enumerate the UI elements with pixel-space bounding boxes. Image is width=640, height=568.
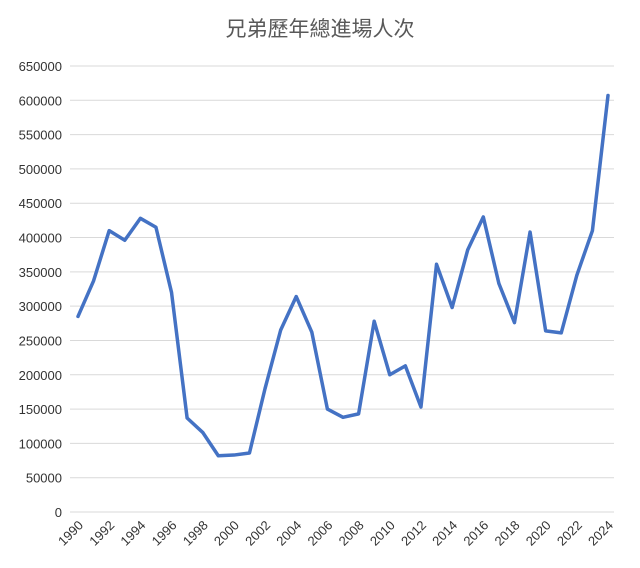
- data-point: [544, 329, 548, 333]
- x-tick-label: 2014: [429, 518, 460, 549]
- data-point: [559, 331, 563, 335]
- data-point: [575, 273, 579, 277]
- series-lines: [76, 93, 610, 458]
- data-point: [590, 229, 594, 233]
- data-point: [388, 373, 392, 377]
- data-point: [341, 415, 345, 419]
- data-point: [450, 306, 454, 310]
- data-point: [247, 451, 251, 455]
- x-tick-label: 2000: [211, 518, 242, 549]
- x-tick-label: 2010: [367, 518, 398, 549]
- y-tick-label: 600000: [19, 93, 62, 108]
- x-tick-label: 2020: [523, 518, 554, 549]
- data-point: [512, 321, 516, 325]
- data-point: [138, 216, 142, 220]
- data-point: [185, 416, 189, 420]
- data-point: [123, 238, 127, 242]
- data-point: [154, 225, 158, 229]
- data-point: [92, 279, 96, 283]
- data-point: [232, 453, 236, 457]
- chart-title: 兄弟歷年總進場人次: [226, 17, 415, 41]
- y-tick-label: 50000: [26, 471, 62, 486]
- x-tick-label: 2024: [585, 518, 616, 549]
- data-point: [481, 215, 485, 219]
- data-point: [216, 454, 220, 458]
- data-point: [466, 248, 470, 252]
- x-tick-label: 1992: [86, 518, 117, 549]
- data-point: [606, 94, 610, 98]
- data-point: [497, 282, 501, 286]
- data-point: [372, 319, 376, 323]
- x-tick-label: 2004: [273, 518, 304, 549]
- y-tick-label: 200000: [19, 368, 62, 383]
- data-point: [528, 230, 532, 234]
- data-point: [76, 314, 80, 318]
- data-point: [263, 386, 267, 390]
- x-tick-label: 2016: [460, 518, 491, 549]
- y-tick-label: 350000: [19, 265, 62, 280]
- x-tick-label: 2002: [242, 518, 273, 549]
- x-tick-label: 2018: [492, 518, 523, 549]
- y-tick-label: 650000: [19, 59, 62, 74]
- x-tick-label: 1996: [149, 518, 180, 549]
- data-point: [294, 295, 298, 299]
- y-tick-label: 150000: [19, 402, 62, 417]
- x-tick-label: 2022: [554, 518, 585, 549]
- data-point: [279, 328, 283, 332]
- x-tick-label: 1990: [55, 518, 86, 549]
- x-tick-label: 1998: [180, 518, 211, 549]
- data-point: [419, 405, 423, 409]
- y-axis-tick-labels: 0 50000 100000 150000 200000 250000 300000 3500…: [19, 59, 62, 520]
- x-tick-label: 2012: [398, 518, 429, 549]
- series-line-0: [76, 93, 610, 458]
- x-axis-tick-labels: 1990 1992 1994 1996 1998 2000 2002 2004 2006 2008…: [55, 518, 616, 549]
- y-tick-label: 550000: [19, 128, 62, 143]
- data-point: [357, 412, 361, 416]
- y-tick-label: 500000: [19, 162, 62, 177]
- data-point: [325, 407, 329, 411]
- data-point: [170, 290, 174, 294]
- data-point: [403, 364, 407, 368]
- data-point: [107, 229, 111, 233]
- y-tick-label: 250000: [19, 333, 62, 348]
- gridlines: [70, 65, 614, 513]
- x-tick-label: 2006: [304, 518, 335, 549]
- data-point: [310, 330, 314, 334]
- y-tick-label: 100000: [19, 436, 62, 451]
- data-point: [435, 262, 439, 266]
- data-point: [201, 430, 205, 434]
- y-tick-label: 400000: [19, 231, 62, 246]
- y-tick-label: 0: [55, 505, 62, 520]
- y-tick-label: 450000: [19, 196, 62, 211]
- x-tick-label: 2008: [336, 518, 367, 549]
- y-tick-label: 300000: [19, 299, 62, 314]
- x-tick-label: 1994: [117, 518, 148, 549]
